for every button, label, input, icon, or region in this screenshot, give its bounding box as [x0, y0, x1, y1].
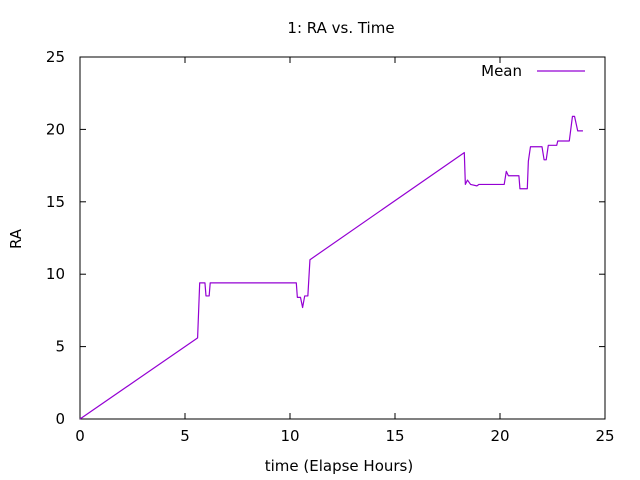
- y-axis-label: RA: [7, 228, 25, 249]
- x-tick-label: 25: [595, 427, 614, 445]
- y-tick-label: 20: [46, 120, 65, 138]
- y-tick-label: 10: [46, 265, 65, 283]
- y-tick-label: 25: [46, 48, 65, 66]
- plot-border: [79, 56, 606, 420]
- tick-labels: 0 5 10 15 20 25 0 5 10 15 20 25: [46, 48, 615, 445]
- series-layer: [79, 115, 583, 420]
- y-tick-label: 0: [55, 410, 65, 428]
- chart-title: 1: RA vs. Time: [287, 19, 394, 37]
- series-line-mean: [79, 115, 583, 420]
- x-tick-label: 20: [490, 427, 509, 445]
- legend-label: Mean: [481, 62, 522, 80]
- plot-frame: [79, 56, 606, 420]
- y-tick-label: 5: [55, 338, 65, 356]
- x-tick-label: 10: [280, 427, 299, 445]
- x-tick-label: 15: [385, 427, 404, 445]
- x-axis-label: time (Elapse Hours): [265, 457, 413, 475]
- x-tick-label: 5: [180, 427, 190, 445]
- y-tick-label: 15: [46, 193, 65, 211]
- x-tick-label: 0: [75, 427, 85, 445]
- legend: Mean: [481, 62, 585, 80]
